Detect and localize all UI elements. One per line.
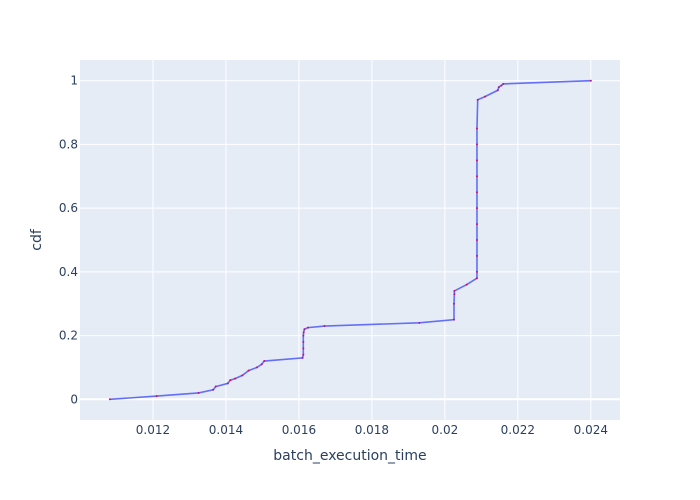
data-point bbox=[475, 127, 478, 130]
data-point bbox=[418, 321, 421, 324]
data-point bbox=[323, 325, 326, 328]
data-point bbox=[226, 382, 229, 385]
tick-labels: 0.012 0.014 0.016 0.018 0.02 0.022 0.024 0 0.2 0.… bbox=[59, 74, 608, 437]
data-point bbox=[301, 356, 304, 359]
x-tick-label: 0.024 bbox=[574, 423, 608, 437]
data-point bbox=[589, 79, 592, 82]
data-point bbox=[475, 207, 478, 210]
data-point bbox=[307, 326, 310, 329]
x-axis-title: batch_execution_time bbox=[273, 448, 426, 464]
data-point bbox=[229, 379, 232, 382]
data-point bbox=[484, 95, 486, 98]
data-point bbox=[155, 395, 158, 398]
series-layer bbox=[108, 79, 592, 401]
data-point bbox=[302, 347, 305, 350]
data-point bbox=[214, 385, 217, 388]
data-point bbox=[241, 374, 244, 377]
data-point bbox=[260, 363, 263, 366]
data-point bbox=[475, 239, 478, 241]
data-point bbox=[255, 366, 258, 369]
data-point bbox=[475, 159, 478, 162]
data-point bbox=[475, 254, 478, 257]
data-point bbox=[475, 223, 478, 226]
data-point bbox=[234, 377, 237, 380]
data-point bbox=[452, 302, 455, 305]
cdf-line bbox=[109, 79, 591, 401]
data-point bbox=[453, 289, 456, 292]
data-point bbox=[502, 82, 505, 85]
data-point bbox=[500, 84, 503, 87]
x-tick-label: 0.022 bbox=[501, 423, 535, 437]
data-point bbox=[302, 331, 305, 334]
y-tick-label: 1 bbox=[70, 74, 78, 88]
x-tick-label: 0.018 bbox=[355, 423, 389, 437]
data-point bbox=[197, 391, 200, 394]
y-tick-label: 0.4 bbox=[59, 265, 78, 279]
x-tick-label: 0.014 bbox=[209, 423, 243, 437]
data-point bbox=[475, 277, 478, 280]
x-tick-label: 0.02 bbox=[432, 423, 459, 437]
data-point bbox=[453, 293, 456, 296]
data-point bbox=[475, 175, 478, 178]
y-axis-title: cdf bbox=[29, 228, 45, 251]
data-point bbox=[108, 398, 111, 401]
y-tick-label: 0.6 bbox=[59, 201, 78, 215]
x-tick-label: 0.016 bbox=[282, 423, 316, 437]
data-point bbox=[475, 191, 478, 194]
data-point bbox=[263, 360, 266, 363]
y-tick-label: 0 bbox=[70, 392, 78, 406]
data-point bbox=[302, 340, 305, 343]
data-point bbox=[496, 89, 499, 92]
data-point bbox=[303, 328, 306, 331]
x-tick-label: 0.012 bbox=[136, 423, 170, 437]
data-point bbox=[212, 388, 215, 391]
data-point bbox=[475, 270, 478, 273]
data-point bbox=[302, 334, 305, 337]
data-point bbox=[497, 86, 500, 89]
y-tick-label: 0.8 bbox=[59, 137, 78, 151]
y-tick-label: 0.2 bbox=[59, 329, 78, 343]
grid bbox=[80, 60, 620, 420]
data-point bbox=[247, 369, 250, 372]
data-point bbox=[465, 283, 468, 286]
data-point bbox=[452, 318, 455, 321]
plot-area bbox=[80, 60, 620, 420]
data-point bbox=[476, 98, 479, 101]
data-point bbox=[475, 143, 478, 146]
data-point bbox=[302, 353, 305, 356]
